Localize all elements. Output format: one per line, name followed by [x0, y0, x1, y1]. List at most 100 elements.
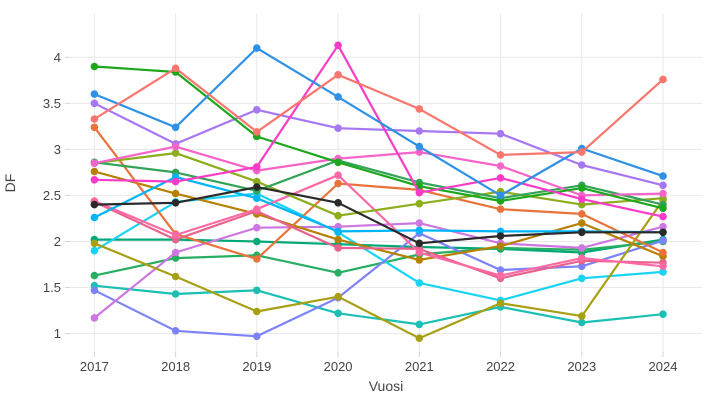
data-point-s-black-2020[interactable] — [334, 199, 342, 207]
data-point-s-periwinkle-2022[interactable] — [496, 266, 505, 274]
data-point-s-teal-2021[interactable] — [415, 320, 424, 329]
data-point-s-green1-2017[interactable] — [90, 62, 99, 71]
data-point-s-salmon-2022[interactable] — [496, 151, 505, 159]
data-point-s-salmon-2019[interactable] — [252, 128, 261, 136]
data-point-s-magenta-2020[interactable] — [334, 41, 342, 50]
data-point-s-blue-2021[interactable] — [415, 142, 424, 151]
series-line-s-green3[interactable] — [93, 240, 665, 277]
data-point-s-purple-2024[interactable] — [659, 181, 667, 190]
data-point-s-tealgreen-2019[interactable] — [252, 237, 261, 246]
data-point-s-olive-2017[interactable] — [90, 239, 99, 248]
data-point-s-cyan2-2023[interactable] — [578, 274, 586, 283]
series-line-s-olive[interactable] — [93, 198, 665, 340]
data-point-s-orchid-2023[interactable] — [578, 244, 586, 252]
data-point-s-orange-2024[interactable] — [659, 248, 667, 257]
data-point-s-olive-2021[interactable] — [415, 334, 424, 343]
data-point-s-blue-2018[interactable] — [171, 123, 180, 132]
data-point-s-orchid-2019[interactable] — [252, 223, 261, 232]
data-point-s-olive-2023[interactable] — [578, 312, 586, 320]
data-point-s-olivegreen-2019[interactable] — [252, 177, 261, 186]
data-point-s-black-2024[interactable] — [659, 228, 667, 237]
data-point-s-pink1-2021[interactable] — [415, 148, 424, 156]
data-point-s-orchid-2017[interactable] — [90, 314, 99, 322]
series-line-s-orchid[interactable] — [93, 222, 665, 319]
data-point-s-orchid-2018[interactable] — [171, 248, 180, 257]
data-point-s-pink2-2022[interactable] — [496, 271, 505, 280]
data-point-s-green1-2020[interactable] — [334, 158, 342, 167]
data-point-s-pink2-2021[interactable] — [415, 248, 424, 257]
series-line-s-rose[interactable] — [93, 200, 665, 280]
data-point-s-olivegreen-2020[interactable] — [334, 211, 342, 220]
data-point-s-magenta-2024[interactable] — [659, 212, 667, 221]
data-point-s-orange-2019[interactable] — [252, 255, 261, 263]
data-point-s-black-2022[interactable] — [496, 232, 505, 240]
series-line-s-olivegreen[interactable] — [93, 152, 665, 217]
data-point-s-olivegreen-2021[interactable] — [415, 199, 424, 208]
series-line-s-salmon[interactable] — [93, 67, 665, 156]
data-point-s-goldenrod-2021[interactable] — [415, 256, 424, 264]
data-point-s-green3-2020[interactable] — [334, 269, 342, 277]
data-point-s-black-2021[interactable] — [415, 239, 424, 248]
data-point-s-purple-2019[interactable] — [252, 106, 261, 114]
data-point-s-magenta-2018[interactable] — [171, 177, 180, 186]
data-point-s-blue-2022[interactable] — [496, 191, 505, 200]
series-line-s-orange[interactable] — [93, 126, 665, 261]
data-point-s-pink2-2018[interactable] — [171, 231, 180, 239]
data-point-s-orchid-2021[interactable] — [415, 219, 424, 227]
data-point-s-cyan1-2020[interactable] — [334, 227, 342, 236]
data-point-s-green3-2018[interactable] — [171, 254, 180, 262]
data-point-s-periwinkle-2017[interactable] — [90, 286, 99, 295]
data-point-s-teal-2024[interactable] — [659, 310, 667, 319]
data-point-s-black-2018[interactable] — [171, 199, 180, 207]
data-point-s-blue-2017[interactable] — [90, 90, 99, 98]
series-line-s-goldenrod[interactable] — [93, 170, 665, 261]
data-point-s-goldenrod-2017[interactable] — [90, 167, 99, 176]
data-point-s-pink2-2020[interactable] — [334, 171, 342, 179]
series-line-s-tealgreen[interactable] — [93, 238, 665, 254]
series-line-s-teal[interactable] — [93, 284, 665, 326]
data-point-s-purple-2020[interactable] — [334, 124, 342, 132]
data-point-s-pink1-2022[interactable] — [496, 162, 505, 170]
data-point-s-olive-2022[interactable] — [496, 299, 505, 308]
data-point-s-periwinkle-2019[interactable] — [252, 332, 261, 341]
series-line-s-cyan1[interactable] — [93, 175, 665, 234]
data-point-s-purple-2022[interactable] — [496, 129, 505, 138]
data-point-s-purple-2017[interactable] — [90, 99, 99, 108]
data-point-s-blue-2024[interactable] — [659, 172, 667, 180]
data-point-s-orange-2020[interactable] — [334, 179, 342, 188]
data-point-s-olivegreen-2018[interactable] — [171, 149, 180, 157]
data-point-s-salmon-2023[interactable] — [578, 148, 586, 156]
data-point-s-black-2023[interactable] — [578, 228, 586, 237]
data-point-s-rose-2020[interactable] — [334, 244, 342, 252]
data-point-s-goldenrod-2018[interactable] — [171, 189, 180, 198]
series-line-s-periwinkle[interactable] — [93, 232, 665, 338]
data-point-s-salmon-2020[interactable] — [334, 71, 342, 79]
series-line-s-green2[interactable] — [93, 159, 665, 206]
data-point-s-green1-2022[interactable] — [496, 197, 505, 205]
data-point-s-orange-2022[interactable] — [496, 205, 505, 213]
data-point-s-magenta-2017[interactable] — [90, 176, 99, 184]
data-point-s-cyan2-2021[interactable] — [415, 279, 424, 287]
data-point-s-goldenrod-2022[interactable] — [496, 242, 505, 250]
data-point-s-salmon-2021[interactable] — [415, 105, 424, 113]
data-point-s-pink1-2018[interactable] — [171, 142, 180, 151]
data-point-s-olive-2019[interactable] — [252, 307, 261, 316]
data-point-s-periwinkle-2023[interactable] — [578, 262, 586, 271]
data-point-s-teal-2020[interactable] — [334, 309, 342, 318]
data-point-s-green1-2023[interactable] — [578, 184, 586, 192]
data-point-s-cyan1-2017[interactable] — [90, 213, 99, 222]
data-point-s-magenta-2023[interactable] — [578, 195, 586, 203]
data-point-s-goldenrod-2020[interactable] — [334, 235, 342, 244]
data-point-s-periwinkle-2018[interactable] — [171, 327, 180, 335]
data-point-s-black-2019[interactable] — [252, 183, 261, 191]
data-point-s-blue-2020[interactable] — [334, 93, 342, 101]
series-line-s-pink2[interactable] — [93, 174, 665, 277]
data-point-s-salmon-2017[interactable] — [90, 115, 99, 123]
data-point-s-pink2-2024[interactable] — [659, 262, 667, 271]
series-line-s-blue[interactable] — [93, 46, 665, 197]
data-point-s-blue-2019[interactable] — [252, 44, 261, 52]
data-point-s-salmon-2018[interactable] — [171, 64, 180, 73]
data-point-s-teal-2018[interactable] — [171, 290, 180, 298]
data-point-s-pink1-2017[interactable] — [90, 159, 99, 167]
series-line-s-magenta[interactable] — [93, 44, 665, 218]
